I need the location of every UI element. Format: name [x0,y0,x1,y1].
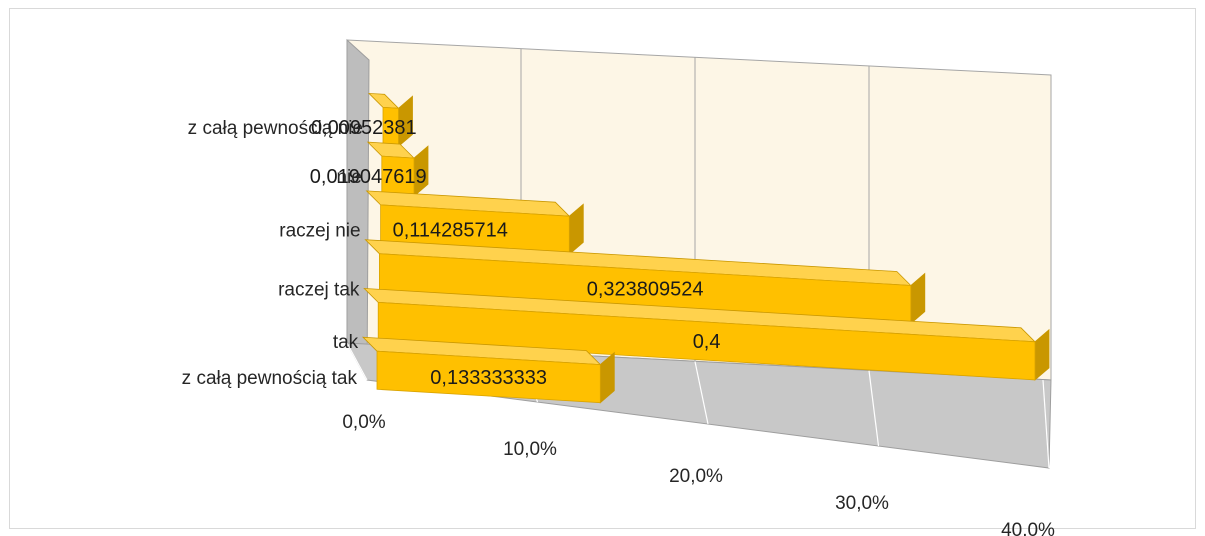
category-label: tak [333,332,359,353]
data-label: 0,133333333 [430,367,547,389]
bar [377,301,1036,381]
category-labels: z całą pewnością nie nie raczej nie raczej … [182,118,363,389]
data-label: 0,114285714 [393,220,508,242]
data-label: 0,323809524 [587,279,704,301]
data-label: 0,00952381 [311,117,417,139]
category-label: raczej tak [278,280,360,301]
gridline-floor [694,361,709,425]
x-tick-label: 0,0% [342,412,385,433]
category-label: raczej nie [279,221,360,242]
x-tick-label: 20,0% [669,466,723,487]
gridline-floor [1042,379,1050,469]
bar [376,350,601,404]
category-label: z całą pewnością tak [182,368,358,389]
side-wall [346,38,370,381]
data-labels: 0,00952381 0,019047619 0,114285714 0,323809… [310,117,721,389]
x-tick-label: 10,0% [503,439,557,460]
gridline-floor [346,342,368,381]
category-label: z całą pewnością nie [188,118,363,139]
data-label: 0,019047619 [310,166,427,188]
x-tick-label: 30,0% [835,493,889,514]
category-label: nie [336,167,361,188]
gridline-floor [868,370,880,447]
x-tick-labels: 0,0% 10,0% 20,0% 30,0% 40,0% [342,412,1055,536]
bars [361,92,1050,404]
x-tick-label: 40,0% [1001,520,1055,536]
data-label: 0,4 [693,331,721,353]
